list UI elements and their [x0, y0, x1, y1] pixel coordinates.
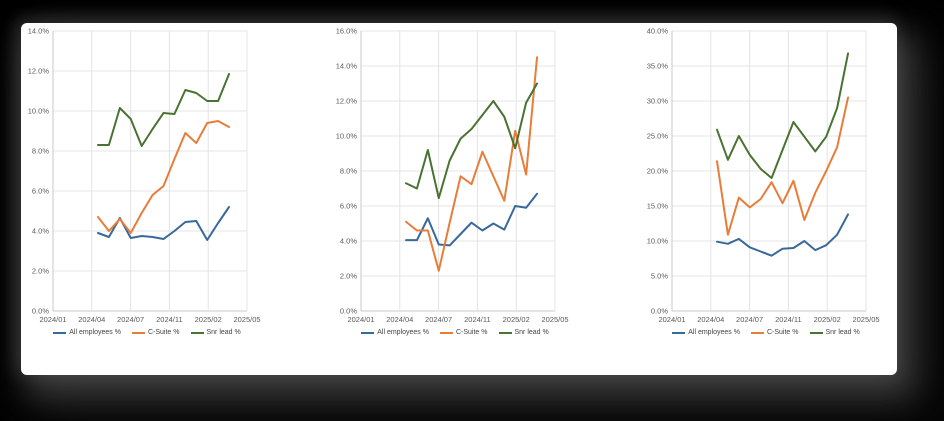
- legend-item: Snr lead %: [190, 329, 241, 336]
- series-line-c-suite: [405, 56, 539, 272]
- y-tick-label: 12.0%: [28, 67, 50, 76]
- x-tick-label: 2024/07: [117, 315, 144, 324]
- legend-line-swatch-icon: [672, 331, 686, 334]
- x-tick-label: 2025/05: [852, 315, 879, 324]
- chart-svg: 16.0% 14.0% 12.0% 10.0% 8.0% 6.0% 4.0% 2.0% 0.0%…: [336, 27, 569, 324]
- series-line-c-suite: [716, 96, 850, 236]
- series-line-all-employees: [716, 213, 850, 257]
- legend-line-swatch-icon: [53, 331, 67, 334]
- series-line-c-suite: [97, 120, 231, 234]
- legend-line-swatch-icon: [750, 331, 764, 334]
- y-tick-label: 20.0%: [647, 167, 669, 176]
- y-tick-label: 12.0%: [336, 97, 358, 106]
- chart-legend: All employees % C-Suite % Snr lead %: [21, 329, 273, 336]
- y-tick-label: 4.0%: [340, 237, 357, 246]
- x-tick-label: 2025/05: [233, 315, 260, 324]
- x-tick-label: 2024/01: [347, 315, 374, 324]
- x-tick-label: 2024/11: [156, 315, 183, 324]
- chart-svg: 14.0%12.0%10.0%8.0%6.0%4.0%2.0%0.0%2024/…: [28, 27, 261, 324]
- x-tick-label: 2025/02: [195, 315, 222, 324]
- y-tick-label: 10.0%: [336, 132, 358, 141]
- x-tick-label: 2024/11: [775, 315, 802, 324]
- y-tick-label: 6.0%: [32, 187, 49, 196]
- legend-label: All employees %: [377, 329, 429, 336]
- legend-label: C-Suite %: [147, 329, 180, 336]
- chart-legend: All employees % C-Suite % Snr lead %: [329, 329, 581, 336]
- legend-line-swatch-icon: [498, 331, 512, 334]
- x-tick-label: 2024/07: [425, 315, 452, 324]
- y-tick-label: 35.0%: [647, 62, 669, 71]
- y-tick-label: 10.0%: [647, 237, 669, 246]
- x-tick-label: 2024/04: [78, 315, 105, 324]
- legend-item: All employees %: [53, 329, 121, 336]
- y-tick-label: 25.0%: [647, 132, 669, 141]
- chart-all-employees-trend-1: 14.0% 12.0% 10.0% 8.0% 6.0% 4.0% 2.0% 0.0% 2024/…: [21, 23, 273, 355]
- y-tick-label: 15.0%: [647, 202, 669, 211]
- x-tick-label: 2024/01: [39, 315, 66, 324]
- x-tick-label: 2024/04: [386, 315, 413, 324]
- series-line-all-employees: [405, 192, 539, 247]
- y-tick-label: 2.0%: [32, 267, 49, 276]
- legend-label: Snr lead %: [514, 329, 549, 336]
- legend-label: C-Suite %: [766, 329, 799, 336]
- series-line-snr-lead: [405, 82, 539, 200]
- y-tick-label: 16.0%: [336, 27, 358, 36]
- x-tick-label: 2025/02: [503, 315, 530, 324]
- legend-label: All employees %: [688, 329, 740, 336]
- legend-label: All employees %: [69, 329, 121, 336]
- x-tick-label: 2024/04: [697, 315, 724, 324]
- legend-label: Snr lead %: [825, 329, 860, 336]
- y-tick-label: 40.0%: [647, 27, 669, 36]
- chart-svg: 40.0% 35.0% 30.0% 25.0% 20.0% 15.0% 10.0% 5.0% 0…: [647, 27, 880, 324]
- legend-item: Snr lead %: [498, 329, 549, 336]
- charts-panel: 14.0% 12.0% 10.0% 8.0% 6.0% 4.0% 2.0% 0.0% 2024/…: [21, 23, 897, 375]
- legend-label: Snr lead %: [206, 329, 241, 336]
- series-line-snr-lead: [716, 52, 850, 179]
- y-tick-label: 2.0%: [340, 272, 357, 281]
- legend-line-swatch-icon: [131, 331, 145, 334]
- x-tick-label: 2025/05: [541, 315, 568, 324]
- legend-item: Snr lead %: [809, 329, 860, 336]
- legend-item: All employees %: [361, 329, 429, 336]
- x-tick-label: 2025/02: [814, 315, 841, 324]
- y-tick-label: 10.0%: [28, 107, 50, 116]
- y-tick-label: 4.0%: [32, 227, 49, 236]
- y-tick-label: 0.0%: [32, 307, 49, 316]
- y-tick-label: 14.0%: [336, 62, 358, 71]
- chart-legend: All employees % C-Suite % Snr lead %: [640, 329, 892, 336]
- legend-item: All employees %: [672, 329, 740, 336]
- y-tick-label: 5.0%: [651, 272, 668, 281]
- y-tick-label: 0.0%: [340, 307, 357, 316]
- y-tick-label: 0.0%: [651, 307, 668, 316]
- x-tick-label: 2024/11: [464, 315, 491, 324]
- legend-line-swatch-icon: [439, 331, 453, 334]
- legend-line-swatch-icon: [361, 331, 375, 334]
- y-tick-label: 30.0%: [647, 97, 669, 106]
- y-tick-label: 8.0%: [340, 167, 357, 176]
- x-tick-label: 2024/07: [736, 315, 763, 324]
- legend-item: C-Suite %: [439, 329, 488, 336]
- series-line-all-employees: [97, 206, 231, 241]
- legend-item: C-Suite %: [131, 329, 180, 336]
- series-line-snr-lead: [97, 73, 231, 147]
- legend-line-swatch-icon: [809, 331, 823, 334]
- legend-line-swatch-icon: [190, 331, 204, 334]
- legend-item: C-Suite %: [750, 329, 799, 336]
- y-tick-label: 6.0%: [340, 202, 357, 211]
- y-tick-label: 8.0%: [32, 147, 49, 156]
- chart-all-employees-trend-2: 16.0% 14.0% 12.0% 10.0% 8.0% 6.0% 4.0% 2.0% 0.0%…: [329, 23, 581, 355]
- legend-label: C-Suite %: [455, 329, 488, 336]
- x-tick-label: 2024/01: [658, 315, 685, 324]
- chart-all-employees-trend-3: 40.0% 35.0% 30.0% 25.0% 20.0% 15.0% 10.0% 5.0% 0…: [640, 23, 892, 355]
- y-tick-label: 14.0%: [28, 27, 50, 36]
